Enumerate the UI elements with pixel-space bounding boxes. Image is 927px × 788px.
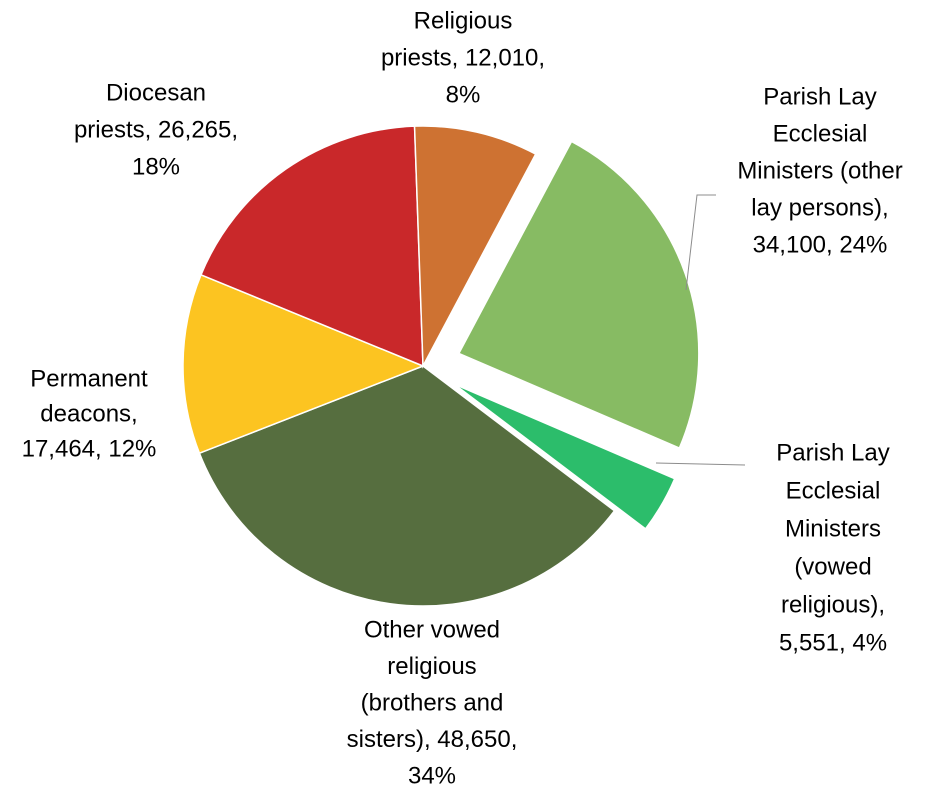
label-religious-priests: Religious priests, 12,010, 8% [381,7,545,108]
label-other-vowed-religious-brothers-and-sisters: Other vowed religious (brothers and sisters… [347,616,518,788]
label-line: deacons, [40,400,137,427]
label-line: Ministers [785,515,881,542]
label-line: priests, 12,010, [381,44,545,71]
label-line: (brothers and [361,689,504,716]
label-line: (vowed [794,553,871,580]
label-line: lay persons), [751,194,888,221]
slice-parish-lay-ecclesial-ministers-vowed-religious [453,383,676,530]
label-line: 5,551, 4% [779,629,887,656]
slice-religious-priests [413,125,537,369]
label-line: Religious [414,7,513,34]
label-line: Ecclesial [773,120,868,147]
label-line: 18% [132,153,180,180]
label-line: Other vowed [364,616,500,643]
slice-permanent-deacons [182,273,426,455]
label-parish-lay-ecclesial-ministers-vowed-religious: Parish Lay Ecclesial Ministers (vowed religi… [776,439,889,656]
label-line: priests, 26,265, [74,116,238,143]
leader-line-1 [685,194,716,291]
leader-lines [655,194,746,466]
label-line: Diocesan [106,79,206,106]
label-permanent-deacons: Permanent deacons, 17,464, 12% [22,365,157,462]
label-line: 17,464, 12% [22,435,157,462]
label-line: Parish Lay [763,83,876,110]
label-parish-lay-ecclesial-ministers-other-lay-persons: Parish Lay Ecclesial Ministers (other lay p… [737,83,902,258]
label-line: 34% [408,762,456,788]
slice-parish-lay-ecclesial-ministers-other-lay-persons [457,140,700,450]
leader-line-2 [655,462,746,466]
label-line: religious [387,653,476,680]
pie-slices [182,125,700,607]
label-line: religious), [781,591,885,618]
slice-other-vowed-religious-brothers-and-sisters [198,365,616,607]
label-line: Permanent [30,365,148,392]
slice-diocesan-priests [200,125,424,368]
label-line: 34,100, 24% [753,231,888,258]
slice-labels: Parish Lay Ecclesial Ministers (other lay p… [22,7,903,788]
label-diocesan-priests: Diocesan priests, 26,265, 18% [74,79,238,180]
label-line: sisters), 48,650, [347,726,518,753]
label-line: 8% [446,81,481,108]
label-line: Ministers (other [737,157,902,184]
label-line: Parish Lay [776,439,889,466]
label-line: Ecclesial [786,477,881,504]
